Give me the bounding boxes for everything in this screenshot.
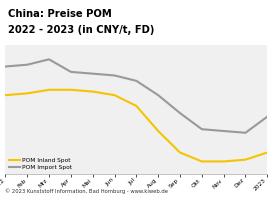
Text: China: Preise POM: China: Preise POM <box>8 9 112 19</box>
Legend: POM Inland Spot, POM Import Spot: POM Inland Spot, POM Import Spot <box>8 157 73 171</box>
Text: © 2023 Kunststoff Information, Bad Homburg - www.kiweb.de: © 2023 Kunststoff Information, Bad Hombu… <box>5 188 168 194</box>
Text: 2022 - 2023 (in CNY/t, FD): 2022 - 2023 (in CNY/t, FD) <box>8 25 154 35</box>
